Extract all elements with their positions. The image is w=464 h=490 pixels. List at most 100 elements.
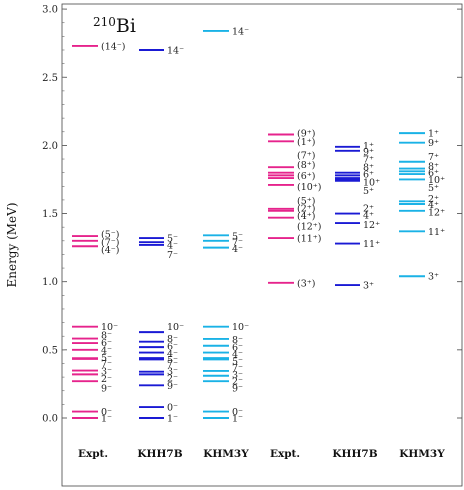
y-tick-label: 3.0 xyxy=(42,5,58,16)
spin-parity-label: 2⁺ xyxy=(363,204,374,215)
column-label: KHM3Y xyxy=(399,448,445,460)
spin-parity-label: 4⁻ xyxy=(232,349,243,360)
spin-parity-label: 1⁺ xyxy=(363,141,374,152)
spin-parity-label: 9⁻ xyxy=(167,381,178,392)
spin-parity-label: (12⁺) xyxy=(297,221,322,232)
column-label: KHH7B xyxy=(332,448,377,460)
y-tick-label: 2.5 xyxy=(42,73,58,84)
y-tick-label: 2.0 xyxy=(42,141,58,152)
spin-parity-label: 4⁺ xyxy=(363,210,374,221)
spin-parity-label: 5⁻ xyxy=(232,356,243,367)
spin-parity-label: 2⁺ xyxy=(428,194,439,205)
y-tick-label: 0.0 xyxy=(42,414,58,425)
spin-parity-label: 3⁺ xyxy=(428,272,439,283)
spin-parity-label: 10⁺ xyxy=(428,175,445,186)
spin-parity-label: (7⁻) xyxy=(101,238,119,249)
spin-parity-label: 4⁻ xyxy=(167,240,178,251)
spin-parity-label: 7⁺ xyxy=(363,155,374,166)
spin-parity-label: 4⁻ xyxy=(167,349,178,360)
spin-parity-label: 1⁺ xyxy=(428,129,439,140)
spin-parity-label: 1⁻ xyxy=(101,414,112,425)
y-tick-label: 0.5 xyxy=(42,345,58,356)
spin-parity-label: (5⁺) xyxy=(297,196,315,207)
spin-parity-label: (4⁻) xyxy=(101,245,119,256)
spin-parity-label: 11⁺ xyxy=(363,239,380,250)
spin-parity-label: 1⁻ xyxy=(167,414,178,425)
y-axis-label: Energy (MeV) xyxy=(5,202,19,287)
spin-parity-label: 7⁻ xyxy=(232,363,243,374)
spin-parity-label: (6⁺) xyxy=(297,171,315,182)
spin-parity-label: (8⁺) xyxy=(297,160,315,171)
spin-parity-label: (5⁻) xyxy=(101,229,119,240)
spin-parity-label: 10⁻ xyxy=(101,322,118,333)
spin-parity-label: 9⁻ xyxy=(232,384,243,395)
spin-parity-label: 8⁺ xyxy=(363,163,374,174)
spin-parity-label: 0⁻ xyxy=(167,403,178,414)
spin-parity-label: 7⁻ xyxy=(232,238,243,249)
spin-parity-label: 5⁻ xyxy=(101,353,112,364)
spin-parity-label: 3⁻ xyxy=(232,370,243,381)
spin-parity-label: 6⁺ xyxy=(428,168,439,179)
spin-parity-label: 0⁻ xyxy=(101,407,112,418)
spin-parity-label: 12⁺ xyxy=(428,208,445,219)
spin-parity-label: 8⁻ xyxy=(101,330,112,341)
spin-parity-label: 10⁻ xyxy=(167,322,184,333)
spin-parity-label: 10⁺ xyxy=(363,178,380,189)
spin-parity-label: 7⁺ xyxy=(428,152,439,163)
column-label: KHM3Y xyxy=(203,448,249,460)
spin-parity-label: (4⁺) xyxy=(297,211,315,222)
spin-parity-label: (14⁻) xyxy=(101,41,126,52)
column-label: Expt. xyxy=(270,448,300,460)
spin-parity-label: (11⁺) xyxy=(297,234,322,245)
spin-parity-label: 14⁻ xyxy=(167,45,184,56)
spin-parity-label: 3⁻ xyxy=(101,366,112,377)
spin-parity-label: 7⁻ xyxy=(167,250,178,261)
spin-parity-label: 9⁻ xyxy=(101,384,112,395)
spin-parity-label: 5⁺ xyxy=(363,186,374,197)
spin-parity-label: 1⁻ xyxy=(232,414,243,425)
spin-parity-label: 5⁻ xyxy=(232,232,243,243)
spin-parity-label: 6⁻ xyxy=(101,338,112,349)
spin-parity-label: 5⁻ xyxy=(167,355,178,366)
spin-parity-label: 7⁻ xyxy=(101,359,112,370)
spin-parity-label: 5⁻ xyxy=(167,234,178,245)
spin-parity-label: (2⁺) xyxy=(297,204,315,215)
spin-parity-label: 2⁻ xyxy=(101,374,112,385)
spin-parity-label: 6⁻ xyxy=(167,341,178,352)
spin-parity-label: 12⁺ xyxy=(363,220,380,231)
spin-parity-label: 11⁺ xyxy=(428,227,445,238)
column-label: Expt. xyxy=(78,448,108,460)
spin-parity-label: (7⁺) xyxy=(297,150,315,161)
spin-parity-label: 9⁺ xyxy=(363,147,374,158)
spin-parity-label: 0⁻ xyxy=(232,407,243,418)
plot-frame xyxy=(61,3,463,487)
spin-parity-label: 6⁺ xyxy=(363,170,374,181)
spin-parity-label: 2⁻ xyxy=(167,373,178,384)
spin-parity-label: 14⁻ xyxy=(232,26,249,37)
spin-parity-label: 3⁻ xyxy=(167,366,178,377)
nucleus-title: 210Bi xyxy=(93,15,136,37)
spin-parity-label: 8⁺ xyxy=(428,161,439,172)
spin-parity-label: 8⁻ xyxy=(167,334,178,345)
nucleus-symbol: Bi xyxy=(116,15,136,37)
spin-parity-label: 5⁺ xyxy=(428,183,439,194)
y-tick-label: 1.5 xyxy=(42,209,58,220)
spin-parity-label: 3⁺ xyxy=(363,281,374,292)
spin-parity-label: (1⁺) xyxy=(297,137,315,148)
nucleus-mass: 210 xyxy=(93,15,116,29)
spin-parity-label: 7⁻ xyxy=(167,359,178,370)
spin-parity-label: (10⁺) xyxy=(297,182,322,193)
spin-parity-label: 4⁻ xyxy=(232,244,243,255)
spin-parity-label: 9⁺ xyxy=(428,138,439,149)
y-tick-label: 1.0 xyxy=(42,277,58,288)
spin-parity-label: 6⁻ xyxy=(232,343,243,354)
column-label: KHH7B xyxy=(137,448,182,460)
spin-parity-label: 4⁺ xyxy=(428,200,439,211)
spin-parity-label: 2⁻ xyxy=(232,377,243,388)
spin-parity-label: (3⁺) xyxy=(297,278,315,289)
spin-parity-label: 8⁻ xyxy=(232,335,243,346)
spin-parity-label: (9⁺) xyxy=(297,129,315,140)
spin-parity-label: 10⁻ xyxy=(232,322,249,333)
